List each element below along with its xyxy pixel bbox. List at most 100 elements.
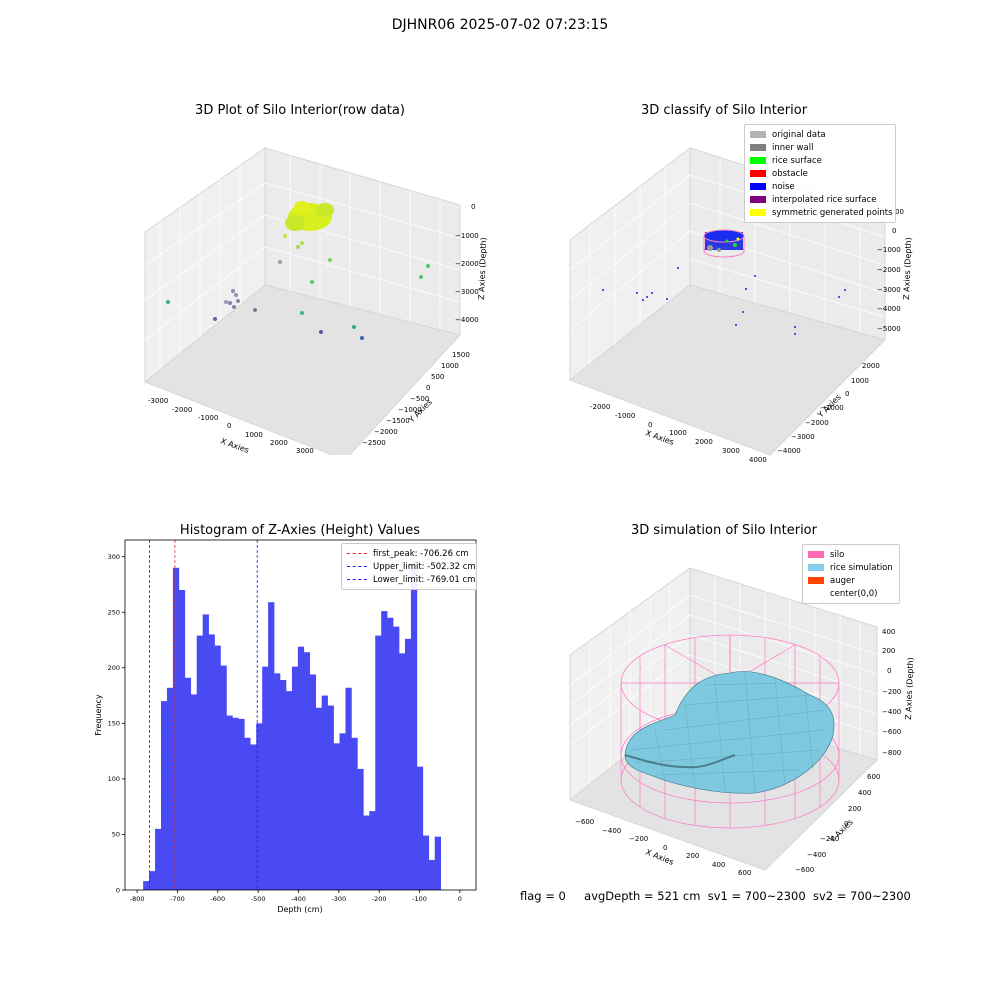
simulation-surface-mesh [629,671,826,794]
svg-text:300: 300 [108,553,120,561]
histogram-bar [166,687,174,890]
histogram-bar [196,635,203,890]
svg-text:2000: 2000 [862,362,880,370]
raw-floor-pane [144,284,461,455]
legend-swatch [808,551,824,558]
svg-text:−200: −200 [882,688,901,696]
histogram-x-tick: -700 [170,890,185,903]
legend-item-upper-limit: Upper_limit: -502.32 cm [347,560,476,573]
classify-floor-pane [568,284,886,456]
svg-text:-600: -600 [210,895,225,903]
legend-item-first-peak: first_peak: -706.26 cm [347,547,471,560]
histogram-bar [357,768,364,890]
svg-text:-400: -400 [291,895,306,903]
classify-silo-cylinder [703,229,745,258]
histogram-bars [143,561,441,890]
legend-item-noise: noise [750,180,890,193]
histogram-bar [226,715,233,890]
histogram-reference-lines [149,540,258,890]
svg-text:2000: 2000 [270,439,288,447]
histogram-bar [285,691,293,890]
histogram-bar [434,836,441,890]
svg-text:1000: 1000 [851,377,869,385]
histogram-bar [244,737,251,890]
classify-x-ticks: -2000 -1000 0 1000 2000 3000 4000 [590,403,767,464]
legend-item-obstacle: obstacle [750,167,890,180]
svg-text:400: 400 [858,789,871,797]
raw-gridlines [144,155,461,370]
svg-text:2000: 2000 [695,438,713,446]
raw-rice-cloud [285,201,334,231]
histogram-title: Histogram of Z-Axies (Height) Values [179,523,421,538]
histogram-bar [422,835,430,890]
classify-noise-points [602,267,846,335]
classify-legend: original data inner wall rice surface ob… [744,124,896,223]
histogram-y-tick: 250 [108,609,125,617]
histogram-x-tick: -300 [331,890,346,903]
legend-item-silo: silo [808,548,894,561]
simulation-z-label: Z Axies (Depth) [904,657,915,720]
svg-text:4000: 4000 [749,456,767,464]
svg-text:200: 200 [882,647,895,655]
svg-text:0: 0 [887,667,891,675]
svg-text:−400: −400 [602,827,621,835]
svg-text:50: 50 [112,831,120,839]
simulation-surface-shadow [624,754,736,769]
svg-text:150: 150 [108,720,120,728]
histogram-bar [428,860,436,890]
svg-text:200: 200 [848,805,861,813]
svg-text:500: 500 [431,373,444,381]
simulation-legend: silo rice simulation auger center(0,0) [802,544,900,604]
svg-text:−4000: −4000 [777,447,801,455]
svg-text:100: 100 [108,775,120,783]
histogram-y-label: Frequency [94,694,103,736]
histogram-bar [214,645,221,890]
svg-text:0: 0 [648,421,652,429]
histogram-bar [184,677,192,890]
legend-swatch [750,131,766,138]
histogram-y-tick: 50 [112,831,125,839]
raw-z-ticks: 0 −1000 −2000 −3000 −4000 [455,203,479,324]
simulation-rice-surface [624,671,835,794]
legend-item-center: center(0,0) [808,587,894,600]
histogram-bar [297,646,305,890]
svg-text:−2500: −2500 [362,439,386,447]
svg-text:1000: 1000 [669,429,687,437]
classify-z-tick-partial: 00 [895,208,904,216]
histogram-bar [363,815,370,890]
histogram-bar [256,723,263,890]
simulation-z-ticks: 400 200 0 −200 −400 −600 −800 [882,628,901,757]
histogram-bar [410,561,418,890]
svg-text:600: 600 [738,869,751,875]
svg-text:−1000: −1000 [877,246,901,254]
svg-text:0: 0 [227,422,231,430]
histogram-bar [404,638,412,890]
svg-text:-1000: -1000 [198,414,218,422]
raw-plot-title: 3D Plot of Silo Interior(row data) [195,103,405,118]
histogram-bar [161,701,168,890]
histogram-bar [345,687,352,890]
histogram-bar [250,744,257,890]
svg-text:-2000: -2000 [172,406,192,414]
svg-text:−600: −600 [795,866,814,874]
raw-x-label: X Axies [219,436,250,455]
histogram-bar [309,674,317,890]
legend-swatch [808,564,824,571]
legend-item-lower-limit: Lower_limit: -769.01 cm [347,573,475,586]
svg-text:−4000: −4000 [877,305,901,313]
svg-text:−2000: −2000 [455,260,479,268]
figure-title: DJHNR06 2025-07-02 07:23:15 [391,17,609,33]
histogram-bar [369,811,376,890]
status-flag: flag = 0 [520,889,566,903]
histogram-bar [155,828,162,890]
histogram-y-ticks: 0 50 100 150 200 250 300 [108,553,125,894]
histogram-bar [387,617,394,890]
histogram-legend: first_peak: -706.26 cm Upper_limit: -502… [341,543,477,590]
svg-text:−400: −400 [807,851,826,859]
svg-text:-200: -200 [372,895,387,903]
histogram-bar [381,611,388,890]
legend-swatch [750,157,766,164]
status-sv1: sv1 = 700~2300 [707,889,806,903]
